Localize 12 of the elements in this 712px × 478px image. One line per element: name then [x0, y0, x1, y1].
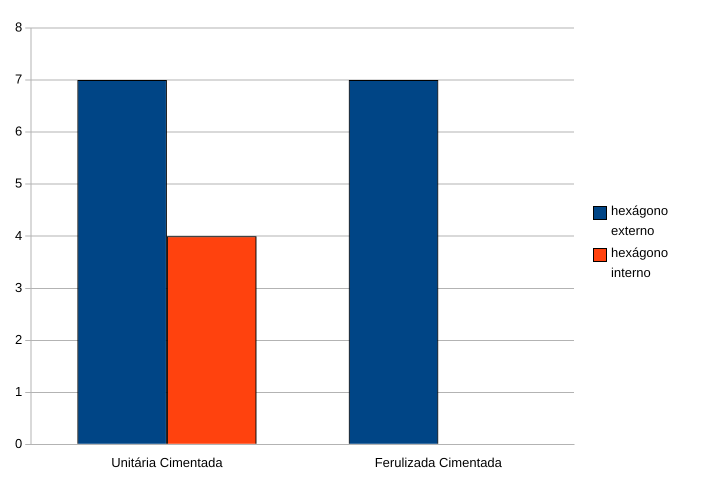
y-tick-label: 7 [14, 72, 22, 87]
y-tick-label: 1 [14, 384, 22, 399]
legend-label: hexágono interno [611, 244, 670, 282]
y-tick-label: 0 [14, 436, 22, 451]
y-tick-label: 6 [14, 124, 22, 139]
y-tick-label: 4 [14, 228, 22, 243]
y-tick-label: 8 [14, 20, 22, 35]
y-tick-label: 3 [14, 280, 22, 295]
x-tick-label: Ferulizada Cimentada [374, 454, 503, 470]
x-tick-label: Unitária Cimentada [111, 454, 224, 470]
y-tick-label: 5 [14, 176, 22, 191]
y-tick-label: 2 [14, 332, 22, 347]
